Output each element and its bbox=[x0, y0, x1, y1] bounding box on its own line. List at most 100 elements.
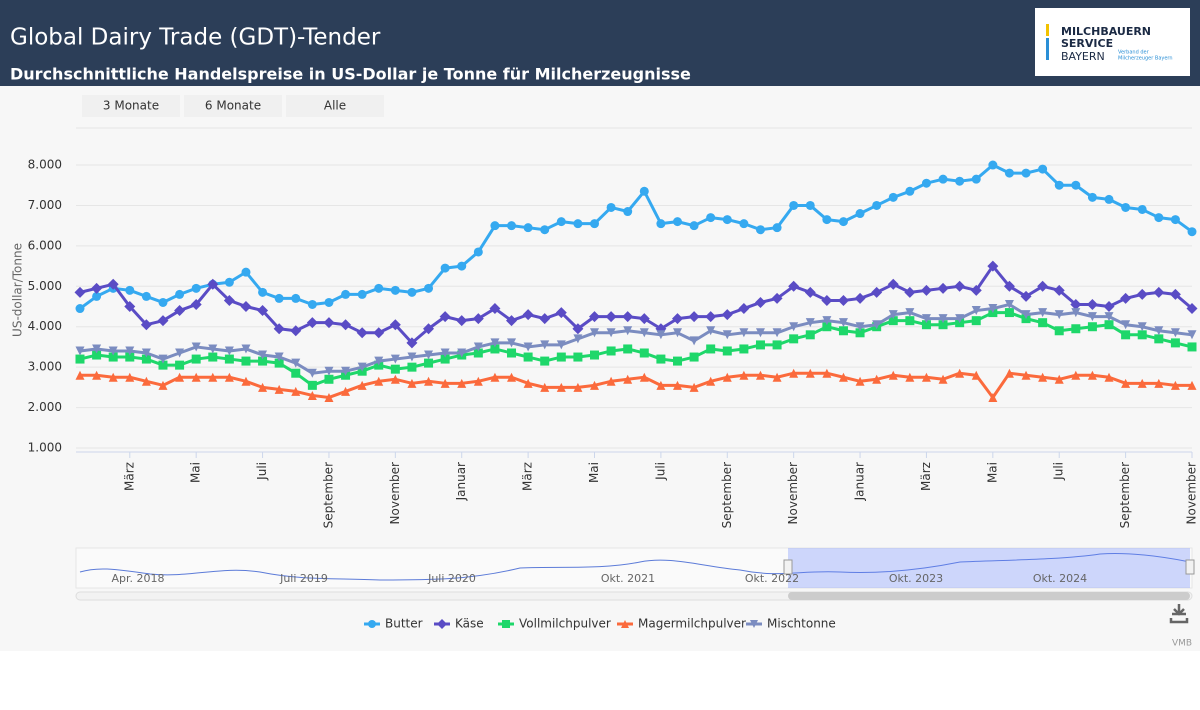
marker bbox=[838, 372, 848, 382]
y-tick-label: 5.000 bbox=[28, 279, 62, 293]
marker bbox=[407, 287, 417, 297]
marker bbox=[1137, 378, 1147, 388]
navigator-selection[interactable] bbox=[788, 548, 1190, 588]
marker bbox=[937, 282, 949, 294]
marker bbox=[1170, 328, 1180, 338]
range-button[interactable] bbox=[286, 95, 384, 117]
marker bbox=[721, 309, 733, 321]
marker bbox=[437, 619, 447, 629]
marker bbox=[789, 334, 799, 344]
download-icon[interactable] bbox=[1169, 604, 1189, 624]
marker bbox=[822, 322, 832, 332]
marker bbox=[955, 314, 965, 324]
navigator-label: Okt. 2021 bbox=[601, 572, 655, 585]
navigator-label: Okt. 2024 bbox=[1033, 572, 1087, 585]
marker bbox=[258, 382, 268, 392]
marker bbox=[307, 380, 317, 390]
marker bbox=[158, 380, 168, 390]
marker bbox=[822, 215, 832, 225]
marker bbox=[590, 380, 600, 390]
marker bbox=[689, 382, 699, 392]
marker bbox=[822, 316, 832, 326]
marker bbox=[722, 346, 732, 356]
marker bbox=[258, 287, 268, 297]
marker bbox=[788, 280, 800, 292]
marker bbox=[739, 328, 749, 338]
title: Global Dairy Trade (GDT)-Tender bbox=[10, 25, 381, 51]
marker bbox=[854, 292, 866, 304]
marker bbox=[258, 350, 268, 360]
navigator-handle[interactable] bbox=[783, 559, 793, 575]
marker bbox=[573, 219, 583, 229]
marker bbox=[540, 356, 550, 366]
legend-label[interactable]: Butter bbox=[385, 617, 423, 631]
marker bbox=[1170, 215, 1180, 225]
marker bbox=[356, 327, 368, 339]
marker bbox=[1120, 292, 1132, 304]
legend-label[interactable]: Magermilchpulver bbox=[638, 617, 746, 631]
marker bbox=[1104, 372, 1114, 382]
marker bbox=[341, 366, 351, 376]
marker bbox=[440, 378, 450, 388]
marker bbox=[1021, 310, 1031, 320]
legend-label[interactable]: Käse bbox=[455, 617, 484, 631]
marker bbox=[224, 346, 234, 356]
x-tick-label: Mai bbox=[587, 462, 601, 483]
marker bbox=[638, 313, 650, 325]
marker bbox=[1003, 280, 1015, 292]
marker bbox=[74, 286, 86, 298]
x-tick-label: September bbox=[321, 462, 335, 528]
marker bbox=[1186, 303, 1198, 315]
marker bbox=[789, 200, 799, 210]
marker bbox=[606, 328, 616, 338]
marker bbox=[224, 354, 234, 364]
marker bbox=[755, 328, 765, 338]
marker bbox=[1154, 213, 1164, 223]
series-line bbox=[79, 264, 1193, 345]
navigator-handle[interactable] bbox=[1185, 559, 1195, 575]
legend-label[interactable]: Mischtonne bbox=[767, 617, 836, 631]
marker bbox=[988, 160, 998, 170]
marker bbox=[190, 298, 202, 310]
marker bbox=[141, 291, 151, 301]
marker bbox=[540, 225, 550, 235]
marker bbox=[291, 293, 301, 303]
x-tick-label: November bbox=[388, 462, 402, 524]
x-tick-label: November bbox=[786, 462, 800, 524]
marker bbox=[1071, 370, 1081, 380]
marker bbox=[141, 354, 151, 364]
marker bbox=[92, 350, 102, 360]
marker bbox=[75, 304, 85, 314]
range-button[interactable] bbox=[184, 95, 282, 117]
marker bbox=[921, 314, 931, 324]
marker bbox=[274, 384, 284, 394]
marker bbox=[722, 372, 732, 382]
marker bbox=[1187, 227, 1197, 237]
marker bbox=[639, 186, 649, 196]
scrollbar-thumb[interactable] bbox=[788, 592, 1190, 600]
marker bbox=[1087, 192, 1097, 202]
marker bbox=[1004, 308, 1014, 318]
logo-tagline: Milcherzeuger Bayern bbox=[1118, 56, 1173, 62]
marker bbox=[92, 370, 102, 380]
legend-label[interactable]: Vollmilchpulver bbox=[519, 617, 611, 631]
marker bbox=[590, 350, 600, 360]
marker bbox=[490, 338, 500, 348]
marker bbox=[108, 346, 118, 356]
marker bbox=[938, 320, 948, 330]
marker bbox=[424, 358, 434, 368]
marker bbox=[805, 318, 815, 328]
marker bbox=[1087, 312, 1097, 322]
marker bbox=[888, 316, 898, 326]
marker bbox=[921, 178, 931, 188]
marker bbox=[240, 301, 252, 313]
marker bbox=[523, 342, 533, 352]
marker bbox=[523, 352, 533, 362]
marker bbox=[672, 328, 682, 338]
marker bbox=[324, 374, 334, 384]
marker bbox=[738, 303, 750, 315]
range-button[interactable] bbox=[82, 95, 180, 117]
marker bbox=[887, 278, 899, 290]
marker bbox=[490, 372, 500, 382]
marker bbox=[125, 346, 135, 356]
